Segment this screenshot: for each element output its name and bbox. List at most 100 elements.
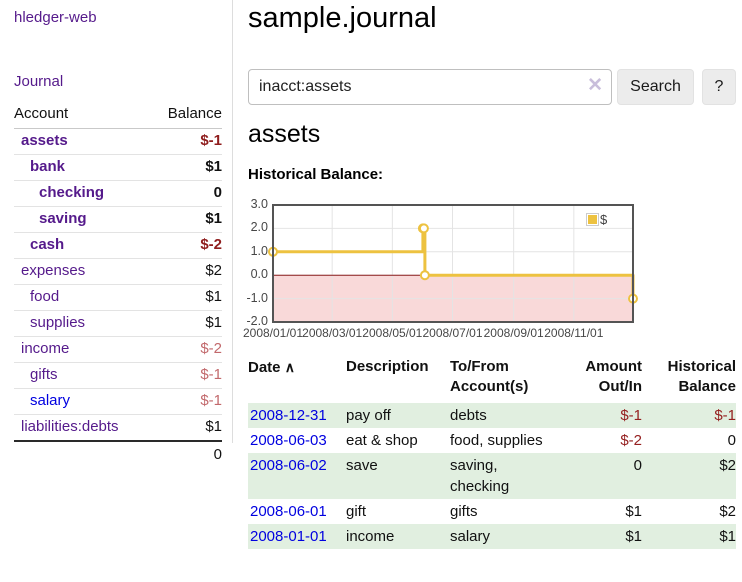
register-body: 2008-12-31 pay off debts $-1 $-1 2008-06… <box>248 403 736 549</box>
account-link[interactable]: bank <box>30 158 66 175</box>
account-link[interactable]: saving <box>39 210 87 227</box>
account-row: assets $-1 <box>14 129 222 155</box>
account-balance: $2 <box>205 262 222 279</box>
transaction-amount: $1 <box>625 503 642 520</box>
transaction-description: income <box>346 528 395 545</box>
account-row: expenses $2 <box>14 259 222 285</box>
transaction-description: save <box>346 457 378 474</box>
register-row: 2008-01-01 income salary $1 $1 <box>248 524 736 549</box>
account-link[interactable]: gifts <box>30 366 58 383</box>
x-axis-tick-label: 2008/11/01 <box>544 326 604 340</box>
register-row: 2008-06-01 gift gifts $1 $2 <box>248 499 736 524</box>
accounts-total-value: 0 <box>213 446 222 463</box>
accounts-table: Account Balance assets $-1 bank $1 check… <box>14 102 222 468</box>
transaction-balance: $2 <box>719 457 736 474</box>
transaction-balance: $-1 <box>714 407 736 424</box>
transaction-accounts: gifts <box>450 503 478 520</box>
register-header-date[interactable]: Date ∧ <box>248 359 295 376</box>
account-balance: $1 <box>205 314 222 331</box>
y-axis-tick-label: 0.0 <box>250 267 268 282</box>
accounts-header-account: Account <box>14 102 151 129</box>
search-box: ✕ <box>248 69 612 105</box>
transaction-date-link[interactable]: 2008-06-03 <box>250 432 327 449</box>
transaction-description: pay off <box>346 407 391 424</box>
account-row: checking 0 <box>14 181 222 207</box>
register-row: 2008-12-31 pay off debts $-1 $-1 <box>248 403 736 428</box>
transaction-date-link[interactable]: 2008-12-31 <box>250 407 327 424</box>
account-row: liabilities:debts $1 <box>14 415 222 441</box>
search-button[interactable]: Search <box>617 69 694 105</box>
transaction-amount: $-1 <box>620 407 642 424</box>
account-row: bank $1 <box>14 155 222 181</box>
transaction-balance: $1 <box>719 528 736 545</box>
account-link[interactable]: food <box>30 288 60 305</box>
chart-legend: $ <box>586 212 607 227</box>
transaction-date-link[interactable]: 2008-01-01 <box>250 528 327 545</box>
transaction-accounts: salary <box>450 528 491 545</box>
legend-swatch-icon <box>586 213 599 226</box>
account-row: gifts $-1 <box>14 363 222 389</box>
clear-search-icon[interactable]: ✕ <box>587 75 603 96</box>
account-row: salary $-1 <box>14 389 222 415</box>
accounts-body: assets $-1 bank $1 checking 0 saving $1 … <box>14 129 222 441</box>
account-balance: 0 <box>213 184 222 201</box>
transaction-date-link[interactable]: 2008-06-02 <box>250 457 327 474</box>
register-header-amount: Amount Out/In <box>585 358 642 395</box>
account-link[interactable]: assets <box>21 132 68 149</box>
help-button[interactable]: ? <box>702 69 736 105</box>
x-axis-tick-label: 2008/05/01 <box>362 326 423 340</box>
account-balance: $-2 <box>200 340 222 357</box>
account-balance: $-1 <box>200 366 222 383</box>
search-input[interactable] <box>248 69 612 105</box>
transaction-description: eat & shop <box>346 432 418 449</box>
balance-chart: $ 3.0 2.0 1.0 0.0 -1.0 -2.0 2008/01/01 2008/03/… <box>243 197 742 345</box>
y-axis-tick-label: -1.0 <box>246 290 268 305</box>
transaction-amount: 0 <box>633 457 642 474</box>
search-form: ✕ Search ? <box>248 69 742 105</box>
account-link[interactable]: income <box>21 340 70 357</box>
sidebar: hledger-web Journal Account Balance asse… <box>0 0 232 468</box>
account-balance: $-1 <box>200 392 222 409</box>
register-header-accounts: To/From Account(s) <box>450 358 529 395</box>
y-axis-tick-label: -2.0 <box>246 314 268 328</box>
account-balance: $1 <box>205 418 222 435</box>
account-balance: $1 <box>205 210 222 227</box>
transaction-amount: $1 <box>625 528 642 545</box>
register-header-description: Description <box>346 358 429 375</box>
nav-journal-link[interactable]: Journal <box>14 73 64 90</box>
app-title-link[interactable]: hledger-web <box>14 9 97 26</box>
register-row: 2008-06-03 eat & shop food, supplies $-2… <box>248 428 736 453</box>
account-balance: $-2 <box>200 236 222 253</box>
transaction-balance: $2 <box>719 503 736 520</box>
sidebar-divider <box>232 0 233 443</box>
account-link[interactable]: supplies <box>30 314 86 331</box>
transaction-date-link[interactable]: 2008-06-01 <box>250 503 327 520</box>
y-axis-tick-label: 1.0 <box>250 243 268 258</box>
account-row: saving $1 <box>14 207 222 233</box>
x-axis-tick-label: 2008/01/01 <box>242 326 304 340</box>
account-link[interactable]: expenses <box>21 262 86 279</box>
account-link[interactable]: salary <box>30 392 71 409</box>
transaction-accounts: food, supplies <box>450 432 543 449</box>
sort-asc-icon: ∧ <box>284 359 295 375</box>
balance-chart-svg <box>268 204 638 323</box>
y-axis-tick-label: 2.0 <box>250 220 268 235</box>
chart-title: Historical Balance: <box>248 166 384 183</box>
account-balance: $-1 <box>200 132 222 149</box>
account-row: income $-2 <box>14 337 222 363</box>
account-link[interactable]: checking <box>39 184 105 201</box>
x-axis-tick-label: 2008/09/01 <box>483 326 544 340</box>
x-axis-tick-label: 2008/03/01 <box>302 326 363 340</box>
transaction-balance: 0 <box>727 432 736 449</box>
transaction-accounts: saving, checking <box>450 457 510 495</box>
register-row: 2008-06-02 save saving, checking 0 $2 <box>248 453 736 499</box>
register-header-row: Date ∧ Description To/From Account(s) Am… <box>248 355 736 403</box>
account-heading: assets <box>248 120 321 148</box>
page-title: sample.journal <box>248 2 437 34</box>
legend-label: $ <box>600 212 608 227</box>
account-link[interactable]: cash <box>30 236 65 253</box>
transaction-accounts: debts <box>450 407 487 424</box>
account-link[interactable]: liabilities:debts <box>21 418 119 435</box>
account-balance: $1 <box>205 288 222 305</box>
account-row: supplies $1 <box>14 311 222 337</box>
